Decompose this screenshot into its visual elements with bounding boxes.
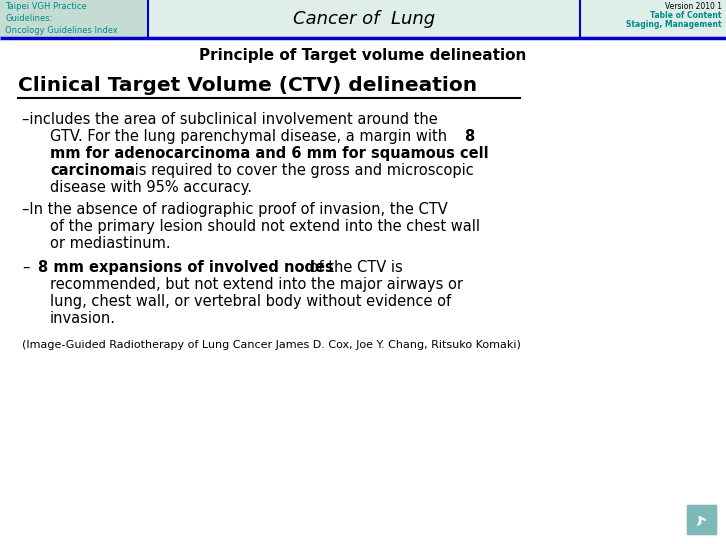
Text: 8: 8 (464, 129, 474, 144)
FancyBboxPatch shape (0, 0, 148, 38)
Text: Clinical Target Volume (CTV) delineation: Clinical Target Volume (CTV) delineation (18, 76, 477, 95)
Text: –: – (22, 260, 29, 275)
Text: invasion.: invasion. (50, 311, 116, 326)
FancyBboxPatch shape (148, 0, 580, 38)
FancyBboxPatch shape (580, 0, 726, 38)
Text: GTV. For the lung parenchymal disease, a margin with: GTV. For the lung parenchymal disease, a… (50, 129, 452, 144)
Text: Taipei VGH Practice
Guidelines:
Oncology Guidelines Index: Taipei VGH Practice Guidelines: Oncology… (5, 2, 118, 35)
Text: is required to cover the gross and microscopic: is required to cover the gross and micro… (130, 163, 474, 178)
Text: carcinoma: carcinoma (50, 163, 135, 178)
Text: 8 mm expansions of involved nodes: 8 mm expansions of involved nodes (38, 260, 334, 275)
FancyBboxPatch shape (686, 504, 718, 536)
Text: Principle of Target volume delineation: Principle of Target volume delineation (200, 48, 526, 63)
Text: (Image-Guided Radiotherapy of Lung Cancer James D. Cox, Joe Y. Chang, Ritsuko Ko: (Image-Guided Radiotherapy of Lung Cance… (22, 340, 521, 350)
Text: lung, chest wall, or vertebral body without evidence of: lung, chest wall, or vertebral body with… (50, 294, 451, 309)
Text: mm for adenocarcinoma and 6 mm for squamous cell: mm for adenocarcinoma and 6 mm for squam… (50, 146, 489, 161)
Text: Cancer of  Lung: Cancer of Lung (293, 10, 435, 28)
Text: or mediastinum.: or mediastinum. (50, 236, 171, 251)
Text: of the primary lesion should not extend into the chest wall: of the primary lesion should not extend … (50, 219, 480, 234)
Text: –includes the area of subclinical involvement around the: –includes the area of subclinical involv… (22, 112, 438, 127)
Text: Version 2010 1: Version 2010 1 (665, 2, 722, 11)
Text: recommended, but not extend into the major airways or: recommended, but not extend into the maj… (50, 277, 463, 292)
Text: Table of Content: Table of Content (650, 11, 722, 20)
Text: disease with 95% accuracy.: disease with 95% accuracy. (50, 180, 252, 195)
Text: of the CTV is: of the CTV is (305, 260, 403, 275)
Text: Staging, Management: Staging, Management (627, 20, 722, 29)
Text: –In the absence of radiographic proof of invasion, the CTV: –In the absence of radiographic proof of… (22, 202, 448, 217)
